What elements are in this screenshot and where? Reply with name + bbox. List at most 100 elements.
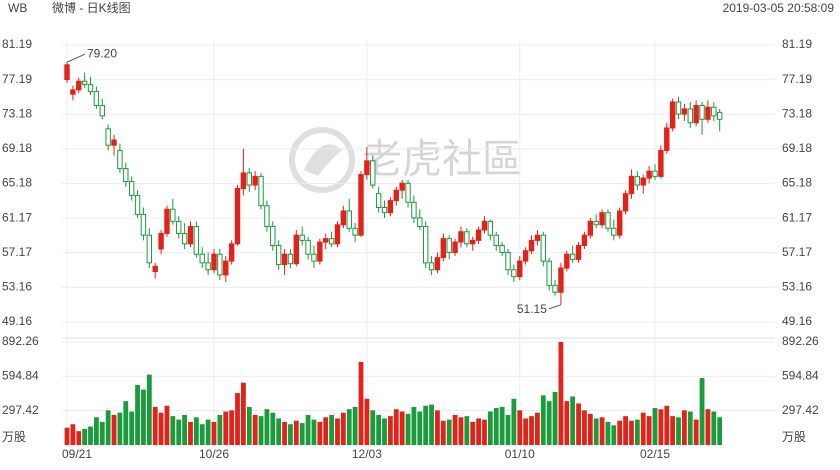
candle-body xyxy=(217,253,223,276)
candle-body xyxy=(193,226,200,255)
volume-bar xyxy=(511,398,517,445)
volume-bar xyxy=(582,410,587,445)
y-tick-label-right: 892.26 xyxy=(782,334,819,348)
candle-body xyxy=(117,149,123,170)
volume-bar xyxy=(393,409,399,445)
volume-bar xyxy=(311,419,317,445)
candle-body xyxy=(228,243,235,262)
candle-body xyxy=(240,172,247,189)
y-tick-label-right: 81.19 xyxy=(782,37,812,51)
volume-bar xyxy=(523,418,529,445)
candle-body xyxy=(640,177,646,186)
volume-bar xyxy=(117,412,123,445)
volume-bar xyxy=(405,413,411,445)
y-tick-label-right: 594.84 xyxy=(782,369,819,383)
volume-bar xyxy=(229,410,235,445)
volume-bar xyxy=(411,406,417,445)
volume-bar xyxy=(76,431,82,445)
volume-bar xyxy=(182,414,187,445)
volume-bar xyxy=(170,416,176,445)
candle-body xyxy=(246,172,252,186)
volume-bar xyxy=(64,427,70,445)
volume-bar xyxy=(317,421,323,445)
x-tick-label: 02/15 xyxy=(640,447,670,461)
candle-body xyxy=(211,253,217,271)
candle-body xyxy=(622,193,629,212)
volume-bar xyxy=(94,417,99,445)
candle-body xyxy=(281,253,288,266)
candle-body xyxy=(170,208,176,222)
volume-bar xyxy=(158,412,164,445)
volume-bar xyxy=(270,412,276,445)
volume-bar xyxy=(576,403,581,445)
candle-body xyxy=(428,262,435,271)
x-tick-label: 01/10 xyxy=(505,447,535,461)
candle-body xyxy=(593,220,599,226)
y-tick-label-right: 77.19 xyxy=(782,72,812,86)
candle-body xyxy=(87,84,94,93)
volume-bar xyxy=(164,405,170,445)
volume-bar xyxy=(693,419,699,445)
candle-body xyxy=(258,175,264,207)
candle-body xyxy=(164,208,170,234)
y-tick-label-right: 73.18 xyxy=(782,106,812,120)
candle-body xyxy=(505,251,511,271)
y-tick-label: 77.19 xyxy=(2,72,32,86)
candle-body xyxy=(375,193,382,208)
y-tick-label: 594.84 xyxy=(2,369,39,383)
volume-bar xyxy=(499,406,505,445)
candle-body xyxy=(716,111,723,120)
x-tick-label: 12/03 xyxy=(352,447,382,461)
watermark: 老虎社區 xyxy=(362,138,522,182)
volume-bar xyxy=(652,408,658,445)
volume-bar xyxy=(564,401,570,445)
volume-bar xyxy=(252,414,258,445)
low-label: 51.15 xyxy=(517,302,547,316)
volume-bar xyxy=(293,420,299,445)
candle-body xyxy=(417,217,423,228)
candle-body xyxy=(452,241,458,253)
candle-body xyxy=(558,267,564,293)
candle-body xyxy=(381,206,388,214)
candle-body xyxy=(669,101,676,129)
volume-bar xyxy=(699,378,705,445)
candle-body xyxy=(323,238,329,243)
candle-body xyxy=(158,232,164,250)
candle-body xyxy=(76,80,82,91)
volume-bar xyxy=(605,421,611,445)
candle-body xyxy=(105,128,111,146)
candle-body xyxy=(270,226,276,247)
volume-bar xyxy=(205,419,211,445)
volume-bar xyxy=(99,421,105,445)
candle-body xyxy=(422,226,429,264)
volume-bar xyxy=(646,416,652,445)
candle-body xyxy=(634,175,641,186)
candle-body xyxy=(317,241,323,262)
volume-bar xyxy=(629,420,634,445)
candle-body xyxy=(340,210,347,226)
candle-body xyxy=(275,245,282,266)
candle-body xyxy=(552,284,558,293)
volume-bar xyxy=(199,424,205,445)
candle-body xyxy=(493,234,499,247)
high-label: 79.20 xyxy=(87,46,117,60)
candle-body xyxy=(611,227,617,236)
candle-body xyxy=(458,231,464,243)
volume-bar xyxy=(105,410,111,445)
volume-bar xyxy=(664,405,670,445)
candle-body xyxy=(446,238,452,253)
volume-bar xyxy=(670,416,676,445)
candle-body xyxy=(699,104,705,120)
volume-bar xyxy=(476,418,481,445)
volume-bar xyxy=(111,414,117,445)
volume-bar xyxy=(376,414,382,445)
candle-body xyxy=(187,226,194,245)
candle-body xyxy=(705,106,711,120)
candle-body xyxy=(393,189,399,202)
candle-body xyxy=(481,220,488,231)
candle-body xyxy=(605,212,611,229)
volume-bar xyxy=(141,389,146,445)
y-tick-label-right: 57.17 xyxy=(782,245,812,259)
volume-bar xyxy=(358,361,364,445)
candle-body xyxy=(575,245,582,260)
